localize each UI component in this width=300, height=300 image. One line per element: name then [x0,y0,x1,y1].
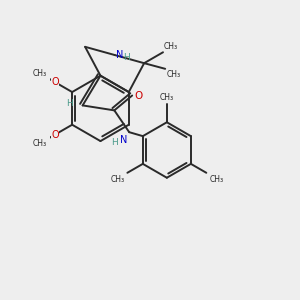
Text: CH₃: CH₃ [32,139,46,148]
Text: H: H [124,53,130,62]
Text: CH₃: CH₃ [164,42,178,51]
Text: H: H [66,99,73,108]
Text: H: H [112,138,118,147]
Text: O: O [134,91,142,100]
Text: CH₃: CH₃ [110,175,124,184]
Text: CH₃: CH₃ [160,93,174,102]
Text: O: O [51,77,59,87]
Text: CH₃: CH₃ [32,69,46,78]
Text: CH₃: CH₃ [166,70,180,79]
Text: N: N [116,50,123,60]
Text: N: N [120,135,127,145]
Text: O: O [51,130,59,140]
Text: CH₃: CH₃ [209,175,224,184]
